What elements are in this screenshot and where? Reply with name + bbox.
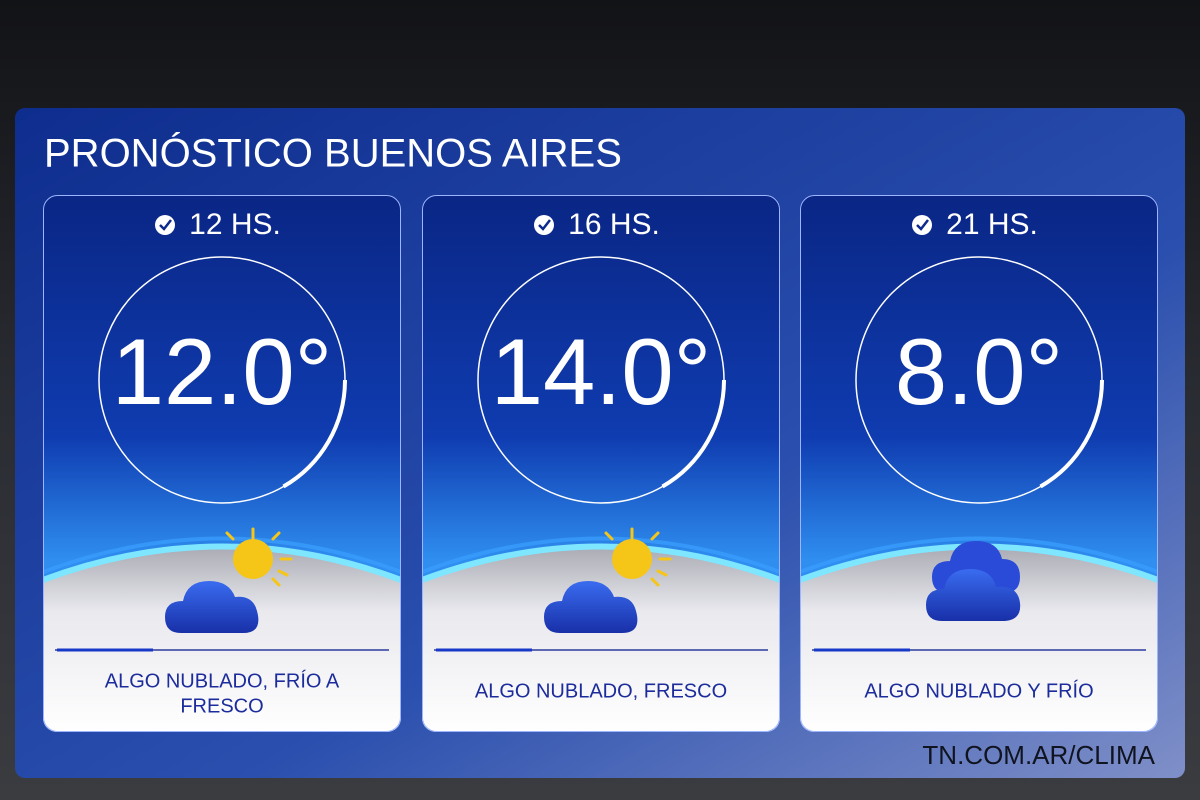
forecast-card: 16 HS. 14.0° ALGO NUBLADO, FRESCO [422, 195, 780, 732]
description: ALGO NUBLADO Y FRÍO [864, 679, 1093, 702]
footer-url: TN.COM.AR/CLIMA [922, 740, 1155, 770]
temperature: 8.0° [895, 319, 1063, 424]
temperature: 12.0° [112, 319, 333, 424]
title: PRONÓSTICO BUENOS AIRES [44, 131, 622, 176]
time: 21 HS. [946, 208, 1038, 241]
forecast-card: 12 HS. 12.0° ALGO NUBLADO, FRÍO A FRESCO [43, 195, 401, 732]
description: FRESCO [180, 695, 263, 717]
description: ALGO NUBLADO, FRESCO [475, 680, 727, 702]
forecast-card: 21 HS. 8.0° ALGO NUBLADO Y FRÍO [800, 195, 1158, 732]
time: 12 HS. [189, 208, 281, 241]
time: 16 HS. [568, 208, 660, 241]
description: ALGO NUBLADO, FRÍO A [105, 669, 340, 692]
temperature: 14.0° [491, 319, 712, 424]
